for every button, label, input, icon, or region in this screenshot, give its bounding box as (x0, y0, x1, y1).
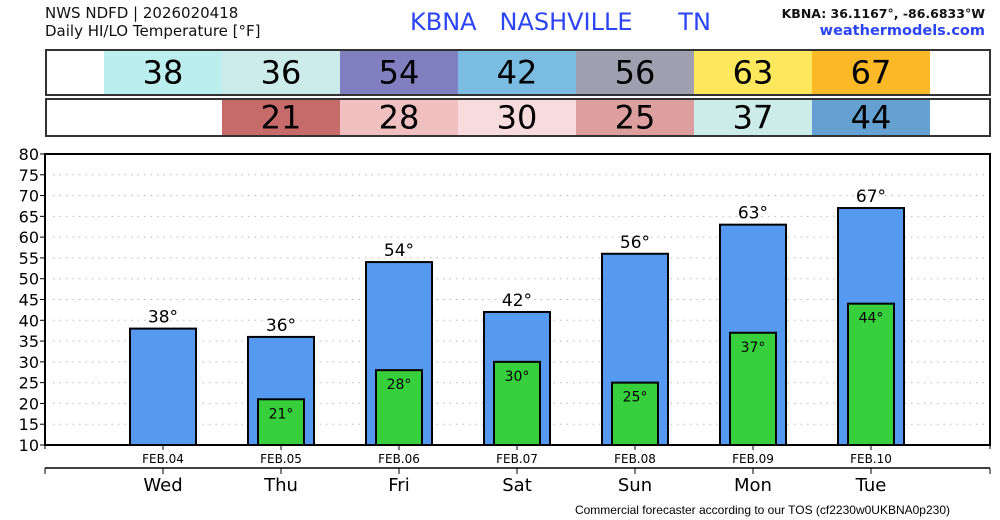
table-cell-high (104, 50, 222, 95)
table-cell-high (222, 50, 340, 95)
high-label: 42° (502, 291, 532, 311)
y-tick-label: 65 (19, 207, 39, 226)
table-value-high: 63 (733, 54, 774, 92)
table-value-high: 56 (615, 54, 656, 92)
table-cell-low (694, 99, 812, 136)
station-name: KBNA NASHVILLE TN (410, 8, 711, 36)
y-tick-label: 15 (19, 415, 39, 434)
high-label: 38° (148, 308, 178, 328)
y-tick-label: 30 (19, 353, 39, 372)
date-label: FEB.07 (496, 452, 538, 466)
table-cell-low (340, 99, 458, 136)
day-label: Fri (388, 475, 409, 496)
table-cell-low (222, 99, 340, 136)
day-label: Mon (734, 475, 772, 496)
footer-note: Commercial forecaster according to our T… (574, 503, 950, 517)
low-bar (493, 360, 541, 447)
day-label: Wed (143, 475, 182, 496)
table-cell-high (576, 50, 694, 95)
table-value-low: 44 (851, 99, 892, 137)
high-label: 56° (620, 233, 650, 253)
date-label: FEB.10 (850, 452, 892, 466)
table-row-border-low (45, 98, 991, 137)
table-cell-high (458, 50, 576, 95)
table-value-low: 37 (733, 99, 774, 137)
high-label: 54° (384, 241, 414, 261)
product-title: NWS NDFD | 2026020418 (45, 4, 239, 22)
site-link[interactable]: weathermodels.com (819, 23, 985, 39)
table-value-high: 67 (851, 54, 892, 92)
day-label: Tue (855, 475, 887, 496)
table-value-low: 25 (615, 99, 656, 137)
y-tick-label: 50 (19, 270, 39, 289)
low-bar (375, 369, 423, 446)
high-label: 36° (266, 316, 296, 336)
station-coords: KBNA: 36.1167°, -86.6833°W (781, 6, 985, 21)
table-cell-low (576, 99, 694, 136)
low-label: 28° (387, 377, 412, 393)
y-tick-label: 10 (19, 436, 39, 455)
y-tick-label: 20 (19, 394, 39, 413)
table-value-high: 42 (497, 54, 538, 92)
date-label: FEB.05 (260, 452, 302, 466)
table-value-low: 30 (497, 99, 538, 137)
y-tick-label: 80 (19, 145, 39, 164)
low-bar (847, 302, 895, 446)
day-label: Sun (618, 475, 652, 496)
y-tick-label: 60 (19, 228, 39, 247)
date-label: FEB.09 (732, 452, 774, 466)
y-tick-label: 35 (19, 332, 39, 351)
high-label: 63° (738, 204, 768, 224)
table-cell-low (458, 99, 576, 136)
table-row-border-high (45, 49, 991, 96)
table-cell-high (694, 50, 812, 95)
y-tick-label: 25 (19, 374, 39, 393)
day-label: Thu (263, 475, 298, 496)
table-cell-low (812, 99, 930, 136)
date-label: FEB.08 (614, 452, 656, 466)
y-tick-label: 40 (19, 311, 39, 330)
table-cell-high (340, 50, 458, 95)
day-label: Sat (502, 475, 532, 496)
date-label: FEB.04 (142, 452, 184, 466)
high-label: 67° (856, 187, 886, 207)
table-value-high: 38 (143, 54, 184, 92)
table-value-high: 36 (261, 54, 302, 92)
y-tick-label: 45 (19, 291, 39, 310)
high-bar (129, 327, 197, 447)
y-tick-label: 75 (19, 166, 39, 185)
low-bar (611, 381, 659, 446)
y-tick-label: 55 (19, 249, 39, 268)
low-bar (729, 331, 777, 446)
low-label: 21° (269, 406, 294, 422)
low-label: 44° (859, 311, 884, 327)
low-label: 37° (741, 340, 766, 356)
table-value-high: 54 (379, 54, 420, 92)
table-cell-high (812, 50, 930, 95)
table-value-low: 21 (261, 99, 302, 137)
low-label: 25° (623, 390, 648, 406)
date-label: FEB.06 (378, 452, 420, 466)
chart-title: Daily HI/LO Temperature [°F] (45, 22, 261, 40)
low-label: 30° (505, 369, 530, 385)
table-value-low: 28 (379, 99, 420, 137)
y-tick-label: 70 (19, 187, 39, 206)
